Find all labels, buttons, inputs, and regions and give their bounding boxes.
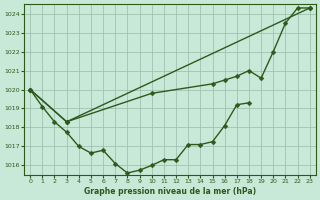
X-axis label: Graphe pression niveau de la mer (hPa): Graphe pression niveau de la mer (hPa) xyxy=(84,187,256,196)
